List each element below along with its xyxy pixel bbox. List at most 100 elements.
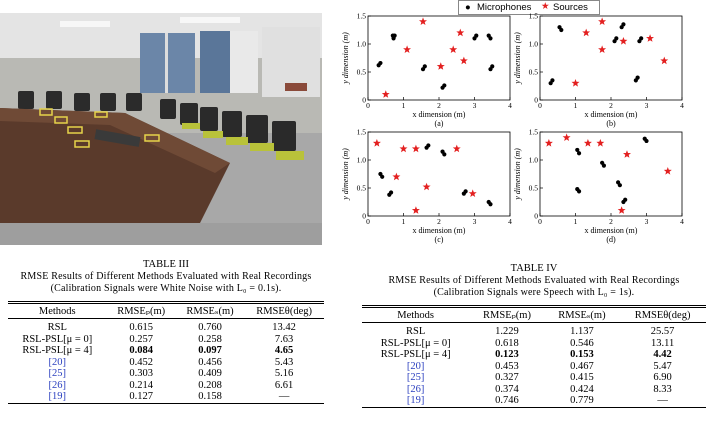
column-header: RMSEₚ(m) xyxy=(106,304,176,319)
y-tick-label: 1.5 xyxy=(529,128,539,137)
source-marker-icon: ★ xyxy=(541,1,550,12)
column-header: RMSEₛ(m) xyxy=(544,308,620,323)
microphone-point xyxy=(488,36,493,41)
table-cell: 0.453 xyxy=(495,360,519,372)
x-tick-label: 2 xyxy=(437,101,441,110)
x-tick-label: 3 xyxy=(645,217,649,226)
table-cell: 0.097 xyxy=(198,345,222,356)
x-tick-label: 3 xyxy=(645,101,649,110)
table-cell[interactable]: [19] xyxy=(406,395,425,406)
microphone-point xyxy=(617,183,622,188)
table-cell: RSL xyxy=(406,326,426,337)
table-cell: 8.33 xyxy=(653,383,672,395)
source-point xyxy=(419,17,427,25)
microphone-point xyxy=(614,36,619,41)
x-tick-label: 0 xyxy=(366,101,370,110)
table-cell: RSL xyxy=(47,322,67,333)
microphone-point xyxy=(380,174,385,179)
source-point xyxy=(646,34,654,42)
table-cell: 0.208 xyxy=(198,379,222,391)
table-cell: 4.42 xyxy=(653,349,672,360)
table-cell: 0.123 xyxy=(495,349,519,360)
table-cell: 0.467 xyxy=(570,360,594,372)
table-cell: 5.16 xyxy=(274,368,294,379)
source-point xyxy=(372,139,381,147)
column-header: RMSEθ(deg) xyxy=(244,304,324,319)
table-cell[interactable]: [20] xyxy=(406,360,425,372)
table-row: [20] 0.452 0.456 5.43 xyxy=(8,357,324,369)
table-cell[interactable]: [19] xyxy=(48,391,67,402)
table-row: RSL-PSL[μ = 4] 0.123 0.153 4.42 xyxy=(362,349,706,361)
table-cell: 4.65 xyxy=(274,345,294,356)
table-iv-title: TABLE IV xyxy=(510,263,558,274)
table-cell[interactable]: [25] xyxy=(406,372,425,383)
meeting-room-photo xyxy=(0,13,322,245)
table-cell: 0.452 xyxy=(129,356,153,368)
x-tick-label: 3 xyxy=(473,217,477,226)
microphone-point xyxy=(639,36,644,41)
x-axis-label: x dimension (m) xyxy=(585,110,638,119)
microphone-point xyxy=(550,78,555,83)
table-cell: 13.42 xyxy=(272,322,296,333)
table-cell: RSL-PSL[μ = 0] xyxy=(380,337,451,349)
table-iv-caption: RMSE Results of Different Methods Evalua… xyxy=(388,275,680,298)
microphone-point xyxy=(378,60,383,66)
y-tick-label: 0 xyxy=(534,96,538,105)
table-cell: 0.153 xyxy=(570,349,594,360)
table-cell: 0.374 xyxy=(495,383,519,395)
microphone-marker-icon: ● xyxy=(465,2,471,13)
panel-label: (c) xyxy=(435,235,444,244)
table-cell: RSL-PSL[μ = 4] xyxy=(22,345,93,356)
y-tick-label: 0 xyxy=(362,212,366,221)
table-cell: 13.11 xyxy=(650,337,675,349)
x-tick-label: 1 xyxy=(402,101,406,110)
column-header: RMSEθ(deg) xyxy=(619,308,706,323)
source-point xyxy=(422,182,431,191)
x-tick-label: 0 xyxy=(366,217,370,226)
source-point xyxy=(571,79,580,87)
table-cell[interactable]: [20] xyxy=(48,356,67,368)
source-point xyxy=(452,144,461,153)
source-point xyxy=(456,28,465,37)
microphone-point xyxy=(576,151,582,156)
table-cell: 0.546 xyxy=(570,337,594,349)
table-cell: RSL-PSL[μ = 0] xyxy=(22,333,93,345)
table-row: RSL 1.229 1.137 25.57 xyxy=(362,323,706,338)
panel-label: (b) xyxy=(606,119,616,128)
table-cell: 1.229 xyxy=(495,326,519,337)
y-tick-label: 1.5 xyxy=(357,128,367,137)
microphone-point xyxy=(623,197,628,202)
x-tick-label: 0 xyxy=(538,101,542,110)
source-point xyxy=(583,139,592,147)
table-cell: 0.327 xyxy=(495,372,519,383)
column-header: RMSEₚ(m) xyxy=(469,308,545,323)
plot-frame xyxy=(367,131,511,217)
table-row: [19] 0.746 0.779 — xyxy=(362,395,706,407)
table-cell[interactable]: [26] xyxy=(48,379,67,391)
table-row: RSL-PSL[μ = 0] 0.618 0.546 13.11 xyxy=(362,338,706,350)
table-cell: 0.415 xyxy=(570,372,594,383)
table-row: [20] 0.453 0.467 5.47 xyxy=(362,361,706,373)
table-cell: 7.63 xyxy=(274,333,294,345)
microphone-point xyxy=(575,147,580,153)
source-point xyxy=(596,139,605,147)
x-tick-label: 2 xyxy=(609,101,613,110)
table-cell: 0.779 xyxy=(570,395,594,406)
table-cell: 6.90 xyxy=(653,372,672,383)
source-point xyxy=(663,167,672,175)
y-tick-label: 1.0 xyxy=(357,40,367,49)
source-point xyxy=(619,37,628,45)
table-cell[interactable]: [25] xyxy=(48,368,67,379)
table-row: [25] 0.303 0.409 5.16 xyxy=(8,368,324,380)
column-header: RMSEₛ(m) xyxy=(175,304,245,319)
source-point xyxy=(544,139,553,147)
source-point xyxy=(381,90,390,98)
table-iii-title: TABLE III xyxy=(142,259,190,270)
table-cell: 1.137 xyxy=(570,326,594,337)
table-cell: 0.424 xyxy=(570,383,594,395)
table-cell[interactable]: [26] xyxy=(406,383,425,395)
y-axis-label: y dimension (m) xyxy=(513,32,522,85)
plot-frame xyxy=(539,131,683,217)
microphone-point xyxy=(559,27,564,33)
table-cell: 0.746 xyxy=(495,395,519,406)
